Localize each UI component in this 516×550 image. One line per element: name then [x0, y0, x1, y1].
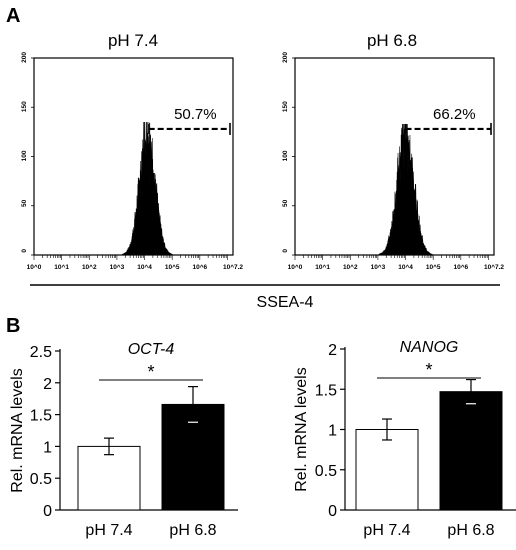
category-label: pH 7.4: [363, 522, 410, 539]
y-tick-label: 2.5: [30, 344, 52, 361]
y-tick-label: 1.5: [30, 408, 52, 425]
y-tick-label: 0.5: [315, 463, 337, 480]
y-tick-label: 150: [21, 101, 28, 112]
histogram-ph74: pH 7.4 0 50 100 150 200 10^0 10^1 10^2 10^3 10^4 10…: [21, 31, 243, 271]
y-tick-label: 0: [328, 503, 337, 520]
y-tick-label: 0: [21, 249, 28, 253]
y-tick-label: 200: [282, 52, 289, 63]
bar-chart-title: OCT-4: [128, 341, 175, 358]
histogram-frame: [33, 57, 234, 256]
x-tick-label: 10^3: [371, 263, 386, 271]
x-tick-label: 10^4: [398, 263, 413, 271]
y-tick-label: 1.5: [315, 382, 337, 399]
x-tick-label: 10^6: [454, 263, 469, 271]
gate-percent: 66.2%: [433, 106, 476, 123]
x-tick-label: 10^4: [137, 263, 152, 271]
panel-a-label: A: [6, 5, 20, 27]
y-axis-label: Rel. mRNA levels: [293, 367, 310, 491]
histogram-distribution: [122, 122, 173, 256]
y-tick-label: 2: [328, 342, 337, 359]
significance-marker: *: [147, 362, 154, 382]
bar: [77, 445, 141, 511]
category-label: pH 7.4: [85, 522, 132, 539]
histogram-distribution: [378, 123, 433, 256]
y-tick-label: 100: [21, 150, 28, 161]
y-tick-label: 1: [43, 439, 52, 456]
bar: [439, 391, 503, 511]
x-tick-label: 10^2: [82, 263, 97, 271]
category-label: pH 6.8: [447, 522, 494, 539]
y-tick-label: 50: [282, 199, 289, 207]
panel-b-label: B: [6, 315, 20, 337]
y-tick-label: 0: [282, 249, 289, 253]
x-tick-label: 10^2: [343, 263, 358, 271]
histogram-ph68: pH 6.8 0 50 100 150 200 10^0 10^1 10^2 10^3 10^4 10…: [282, 31, 504, 271]
y-tick-label: 150: [282, 101, 289, 112]
x-tick-label: 10^1: [315, 263, 330, 271]
x-tick-label: 10^7.2: [223, 263, 243, 271]
histogram-title: pH 7.4: [108, 31, 158, 50]
x-tick-label: 10^5: [165, 263, 180, 271]
shared-xlabel: SSEA-4: [257, 294, 314, 311]
significance-marker: *: [425, 360, 432, 380]
y-tick-label: 50: [21, 199, 28, 207]
x-tick-label: 10^5: [426, 263, 441, 271]
histogram-title: pH 6.8: [367, 31, 417, 50]
y-tick-label: 2: [43, 376, 52, 393]
bar: [355, 429, 419, 511]
x-tick-label: 10^0: [288, 263, 303, 271]
y-axis-label: Rel. mRNA levels: [9, 368, 26, 492]
x-tick-label: 10^6: [193, 263, 208, 271]
x-tick-label: 10^1: [54, 263, 69, 271]
barchart-nanog: 0 0.5 1 1.5 2 Rel. mRNA levels NANOG pH 7.4 pH 6…: [293, 339, 516, 539]
x-tick-label: 10^3: [110, 263, 125, 271]
y-tick-label: 0: [43, 503, 52, 520]
category-label: pH 6.8: [169, 522, 216, 539]
x-tick-label: 10^7.2: [484, 263, 504, 271]
bar-chart-title: NANOG: [400, 339, 459, 356]
y-tick-label: 100: [282, 150, 289, 161]
x-tick-label: 10^0: [27, 263, 42, 271]
y-tick-label: 0.5: [30, 471, 52, 488]
y-tick-label: 200: [21, 52, 28, 63]
gate-percent: 50.7%: [174, 106, 217, 123]
y-tick-label: 1: [328, 423, 337, 440]
